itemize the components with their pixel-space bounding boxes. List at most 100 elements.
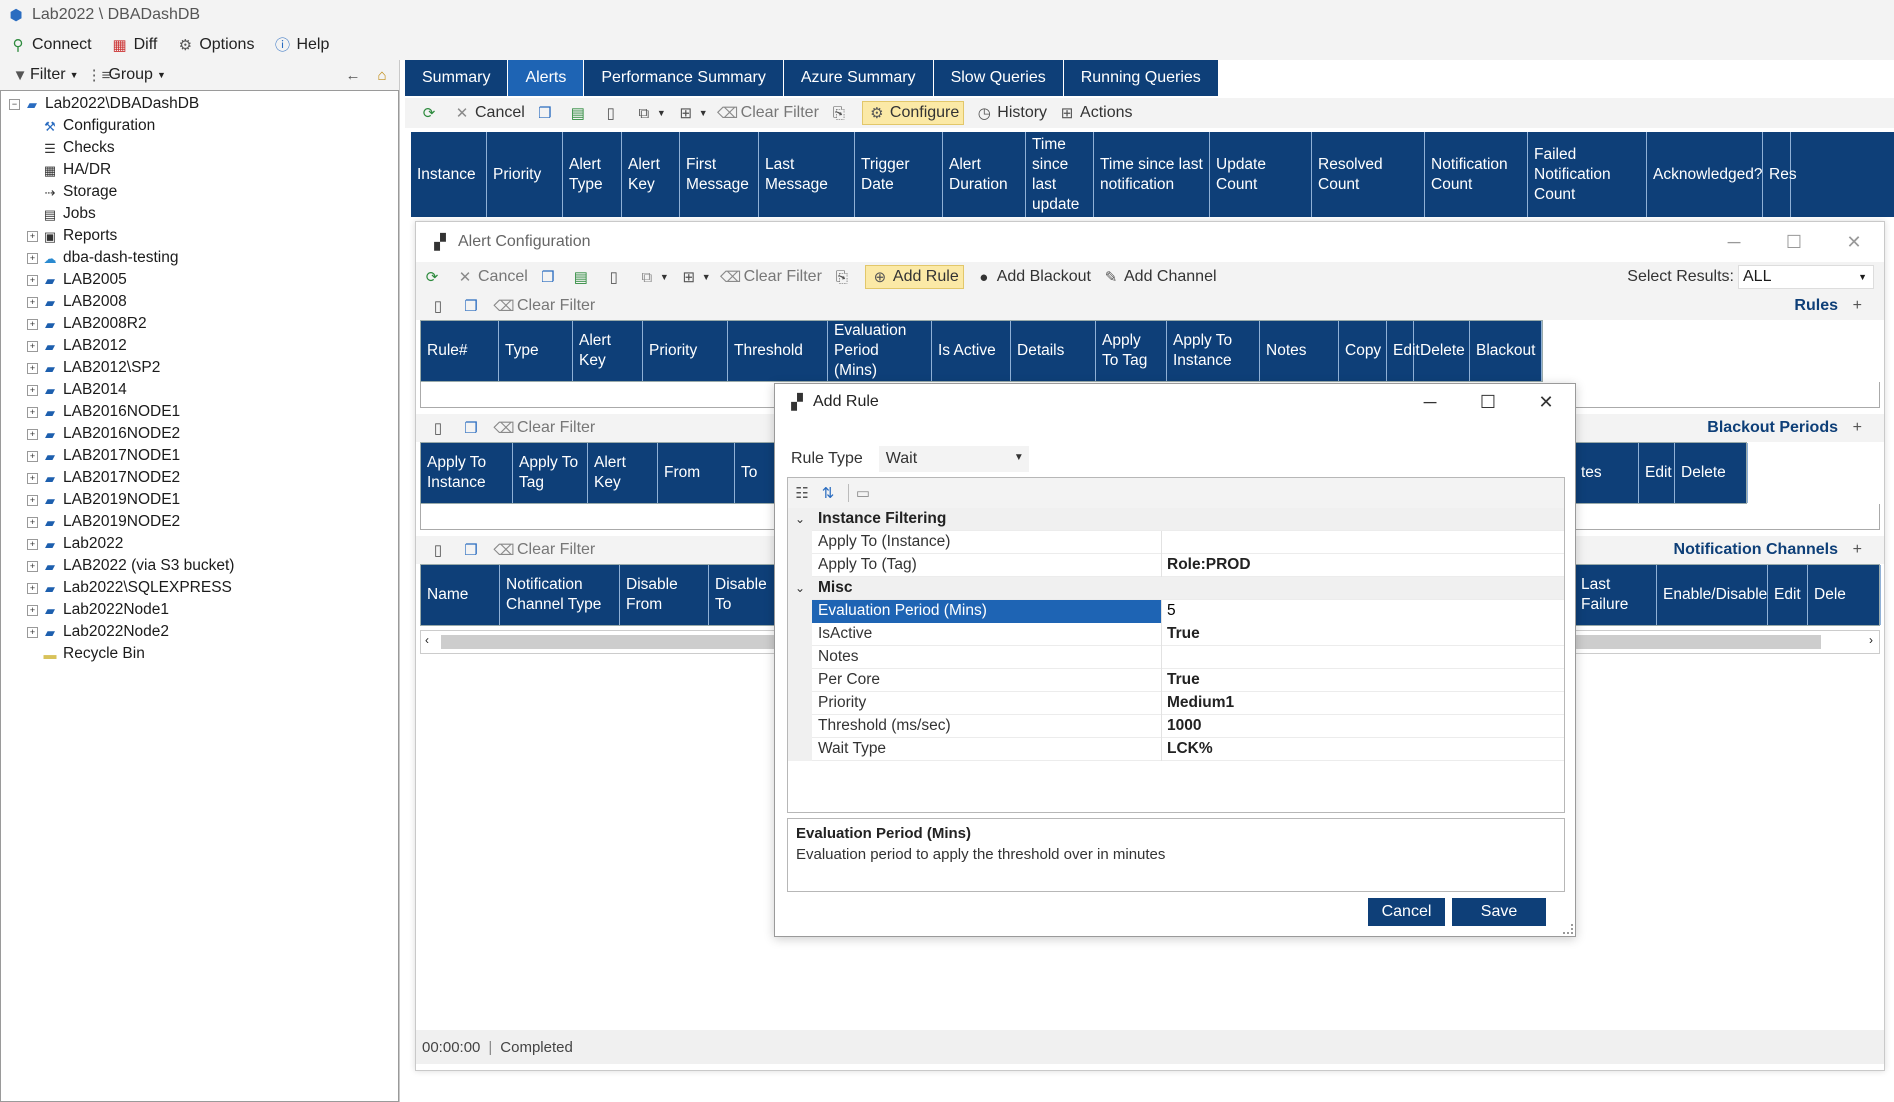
expand-icon[interactable]: +: [27, 516, 38, 528]
tree-item[interactable]: + ▰ LAB2019NODE1: [1, 489, 398, 511]
clear-filter-button[interactable]: ⌫ Clear Filter: [717, 103, 819, 123]
tree-item[interactable]: + ▰ Lab2022: [1, 533, 398, 555]
column-header[interactable]: Delete: [1675, 443, 1748, 503]
close-button[interactable]: ✕: [1538, 391, 1554, 412]
tab-azure-summary[interactable]: Azure Summary: [783, 60, 934, 96]
actions-button[interactable]: ⊞ Actions: [1057, 103, 1133, 123]
column-header[interactable]: Apply To Tag: [1096, 321, 1167, 381]
minimize-button[interactable]: ─: [1423, 391, 1437, 412]
expand-icon[interactable]: +: [27, 252, 38, 264]
expand-icon[interactable]: +: [27, 560, 38, 572]
property-value[interactable]: Role:PROD: [1162, 554, 1564, 577]
tree-item[interactable]: + ☁ dba-dash-testing: [1, 247, 398, 269]
columns-button[interactable]: ▯: [604, 267, 627, 287]
column-header[interactable]: Notification Count: [1425, 132, 1528, 217]
tree-item[interactable]: ▤ Jobs: [1, 203, 398, 225]
property-value[interactable]: [1162, 531, 1564, 554]
expand-icon[interactable]: +: [1852, 419, 1862, 436]
expand-icon[interactable]: +: [27, 626, 38, 638]
property-row[interactable]: Threshold (ms/sec) 1000: [788, 714, 1564, 738]
layout-button[interactable]: ⧉ ▼: [634, 103, 665, 123]
columns-button[interactable]: ▯: [428, 540, 451, 560]
select-results-dropdown[interactable]: ALL ▼: [1738, 265, 1874, 289]
maximize-button[interactable]: ☐: [1479, 391, 1497, 412]
column-header[interactable]: Disable From: [620, 565, 709, 625]
property-row[interactable]: IsActive True: [788, 622, 1564, 646]
column-header[interactable]: Update Count: [1210, 132, 1312, 217]
column-header[interactable]: Edit: [1387, 321, 1420, 381]
table-options-button[interactable]: ⊞ ▼: [679, 267, 710, 287]
property-value[interactable]: [1162, 646, 1564, 669]
clear-filter-button[interactable]: ⌫ Clear Filter: [493, 540, 595, 560]
expand-icon[interactable]: +: [27, 604, 38, 616]
maximize-button[interactable]: ☐: [1785, 231, 1803, 252]
expand-icon[interactable]: +: [27, 340, 38, 352]
expand-icon[interactable]: +: [27, 450, 38, 462]
property-row[interactable]: Priority Medium1: [788, 691, 1564, 715]
column-header[interactable]: Evaluation Period (Mins): [828, 321, 932, 381]
property-row[interactable]: Wait Type LCK%: [788, 737, 1564, 761]
column-header[interactable]: Trigger Date: [855, 132, 943, 217]
property-value[interactable]: True: [1162, 669, 1564, 692]
clear-filter-button[interactable]: ⌫ Clear Filter: [493, 296, 595, 316]
copy-button[interactable]: ❐: [461, 540, 484, 560]
columns-button[interactable]: ▯: [428, 418, 451, 438]
column-header[interactable]: Acknowledged?: [1647, 132, 1763, 217]
column-header[interactable]: Alert Key: [622, 132, 680, 217]
close-button[interactable]: ✕: [1846, 231, 1862, 252]
column-header[interactable]: Time since last notification: [1094, 132, 1210, 217]
tree-item[interactable]: + ▰ LAB2016NODE1: [1, 401, 398, 423]
expand-icon[interactable]: +: [1852, 297, 1862, 314]
expand-icon[interactable]: +: [27, 296, 38, 308]
group-dropdown[interactable]: ⋮≡ Group ▼: [86, 66, 166, 84]
column-header[interactable]: From: [658, 443, 735, 503]
property-value[interactable]: [1162, 599, 1564, 623]
column-header[interactable]: Apply To Instance: [421, 443, 513, 503]
table-options-button[interactable]: ⊞ ▼: [676, 103, 707, 123]
layout-button[interactable]: ⧉ ▼: [637, 267, 668, 287]
expand-icon[interactable]: +: [1852, 541, 1862, 558]
tree-item[interactable]: + ▰ LAB2022 (via S3 bucket): [1, 555, 398, 577]
column-header[interactable]: Enable/Disable: [1657, 565, 1768, 625]
new-window-button[interactable]: ⎘: [829, 103, 852, 123]
cancel-button[interactable]: Cancel: [1368, 898, 1445, 926]
expand-icon[interactable]: +: [27, 384, 38, 396]
column-header[interactable]: First Message: [680, 132, 759, 217]
clear-filter-button[interactable]: ⌫ Clear Filter: [720, 267, 822, 287]
column-header[interactable]: Type: [499, 321, 573, 381]
tree-item[interactable]: + ▰ LAB2012: [1, 335, 398, 357]
add-rule-button[interactable]: ⊕ Add Rule: [864, 265, 964, 289]
sort-alpha-icon[interactable]: ⇅: [821, 484, 835, 502]
expand-icon[interactable]: +: [27, 472, 38, 484]
expand-icon[interactable]: +: [27, 230, 38, 242]
copy-button[interactable]: ❐: [461, 418, 484, 438]
expand-icon[interactable]: +: [27, 538, 38, 550]
property-row[interactable]: Apply To (Instance): [788, 530, 1564, 554]
property-category[interactable]: ⌄ Misc: [788, 576, 1564, 600]
tree-item[interactable]: + ▰ Lab2022Node2: [1, 621, 398, 643]
copy-button[interactable]: ❐: [538, 267, 561, 287]
columns-button[interactable]: ▯: [601, 103, 624, 123]
connect-menu[interactable]: ⚲ Connect: [8, 35, 92, 55]
clear-filter-button[interactable]: ⌫ Clear Filter: [493, 418, 595, 438]
add-channel-button[interactable]: ✎ Add Channel: [1101, 267, 1217, 287]
save-button[interactable]: Save: [1452, 898, 1546, 926]
property-row[interactable]: Per Core True: [788, 668, 1564, 692]
scroll-right-icon[interactable]: ›: [1869, 633, 1873, 647]
column-header[interactable]: Blackout: [1470, 321, 1542, 381]
filter-dropdown[interactable]: ▼ Filter ▼: [10, 65, 79, 85]
history-button[interactable]: ◷ History: [974, 103, 1047, 123]
excel-button[interactable]: ▤: [571, 267, 594, 287]
property-value[interactable]: LCK%: [1162, 738, 1564, 761]
expand-icon[interactable]: +: [27, 362, 38, 374]
column-header[interactable]: Dele: [1808, 565, 1881, 625]
help-menu[interactable]: ⓘ Help: [272, 35, 329, 55]
copy-button[interactable]: ❐: [535, 103, 558, 123]
tree-item[interactable]: + ▰ LAB2019NODE2: [1, 511, 398, 533]
tab-slow-queries[interactable]: Slow Queries: [933, 60, 1064, 96]
expand-icon[interactable]: +: [27, 494, 38, 506]
refresh-button[interactable]: ⟳: [419, 103, 442, 123]
diff-menu[interactable]: ▦ Diff: [110, 35, 158, 55]
column-header[interactable]: Alert Type: [563, 132, 622, 217]
column-header[interactable]: Notes: [1260, 321, 1339, 381]
